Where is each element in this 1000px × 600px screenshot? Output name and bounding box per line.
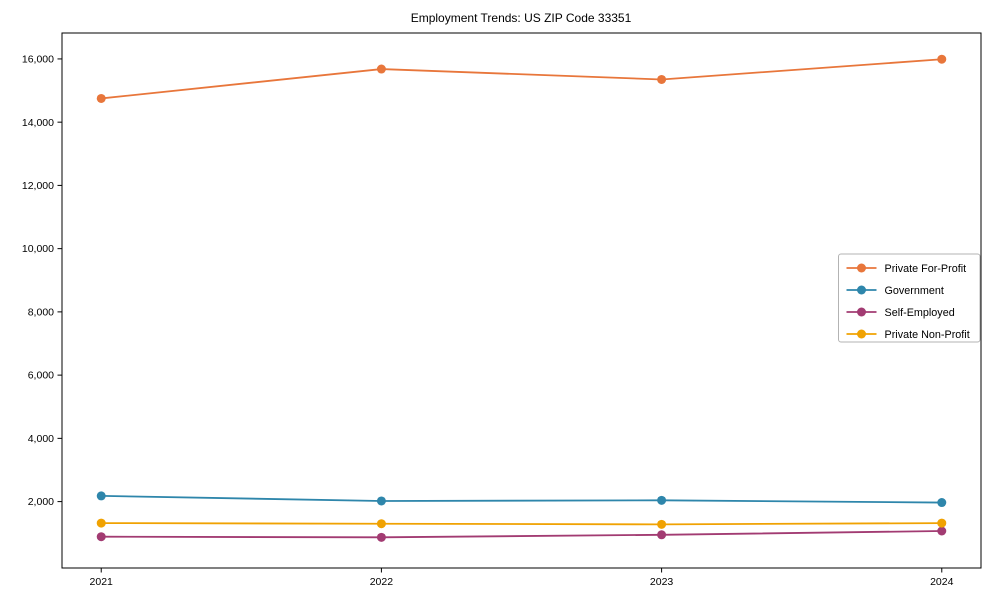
y-tick-label: 10,000 bbox=[22, 243, 54, 255]
legend-label: Self-Employed bbox=[885, 307, 955, 319]
data-point-marker bbox=[657, 74, 667, 84]
series-line-private-for-profit bbox=[101, 58, 942, 100]
data-point-marker bbox=[376, 64, 386, 74]
chart-title: Employment Trends: US ZIP Code 33351 bbox=[411, 11, 632, 25]
y-tick-label: 12,000 bbox=[22, 180, 54, 192]
legend-marker bbox=[857, 329, 866, 339]
legend-marker bbox=[857, 285, 866, 295]
legend-label: Private For-Profit bbox=[885, 263, 967, 275]
y-tick-label: 14,000 bbox=[22, 117, 54, 129]
legend-label: Government bbox=[885, 285, 944, 297]
y-tick-label: 4,000 bbox=[28, 433, 54, 445]
series-line-self-employed bbox=[101, 530, 942, 539]
series-line-government bbox=[101, 495, 942, 504]
series-line-private-non-profit bbox=[101, 522, 942, 526]
data-point-marker bbox=[96, 93, 106, 103]
x-tick-label: 2023 bbox=[650, 576, 674, 588]
data-point-marker bbox=[376, 519, 386, 529]
data-point-marker bbox=[96, 532, 106, 542]
x-tick-label: 2024 bbox=[930, 576, 954, 588]
y-tick-label: 16,000 bbox=[22, 54, 54, 66]
legend-label: Private Non-Profit bbox=[885, 329, 970, 341]
data-point-marker bbox=[937, 518, 947, 528]
data-point-marker bbox=[657, 530, 667, 540]
data-point-marker bbox=[376, 496, 386, 506]
data-point-marker bbox=[937, 526, 947, 536]
data-point-marker bbox=[937, 498, 947, 508]
plot-area-border bbox=[61, 32, 982, 569]
data-point-marker bbox=[376, 532, 386, 542]
legend-marker bbox=[857, 263, 866, 273]
y-tick-label: 8,000 bbox=[28, 306, 54, 318]
data-point-marker bbox=[937, 54, 947, 64]
x-tick-label: 2021 bbox=[90, 576, 114, 588]
data-point-marker bbox=[96, 491, 106, 501]
y-tick-label: 6,000 bbox=[28, 370, 54, 382]
data-point-marker bbox=[657, 495, 667, 505]
y-tick-label: 2,000 bbox=[28, 496, 54, 508]
data-point-marker bbox=[96, 518, 106, 528]
data-point-marker bbox=[657, 519, 667, 529]
x-tick-label: 2022 bbox=[370, 576, 394, 588]
legend-box bbox=[838, 253, 981, 343]
legend-marker bbox=[857, 307, 866, 317]
